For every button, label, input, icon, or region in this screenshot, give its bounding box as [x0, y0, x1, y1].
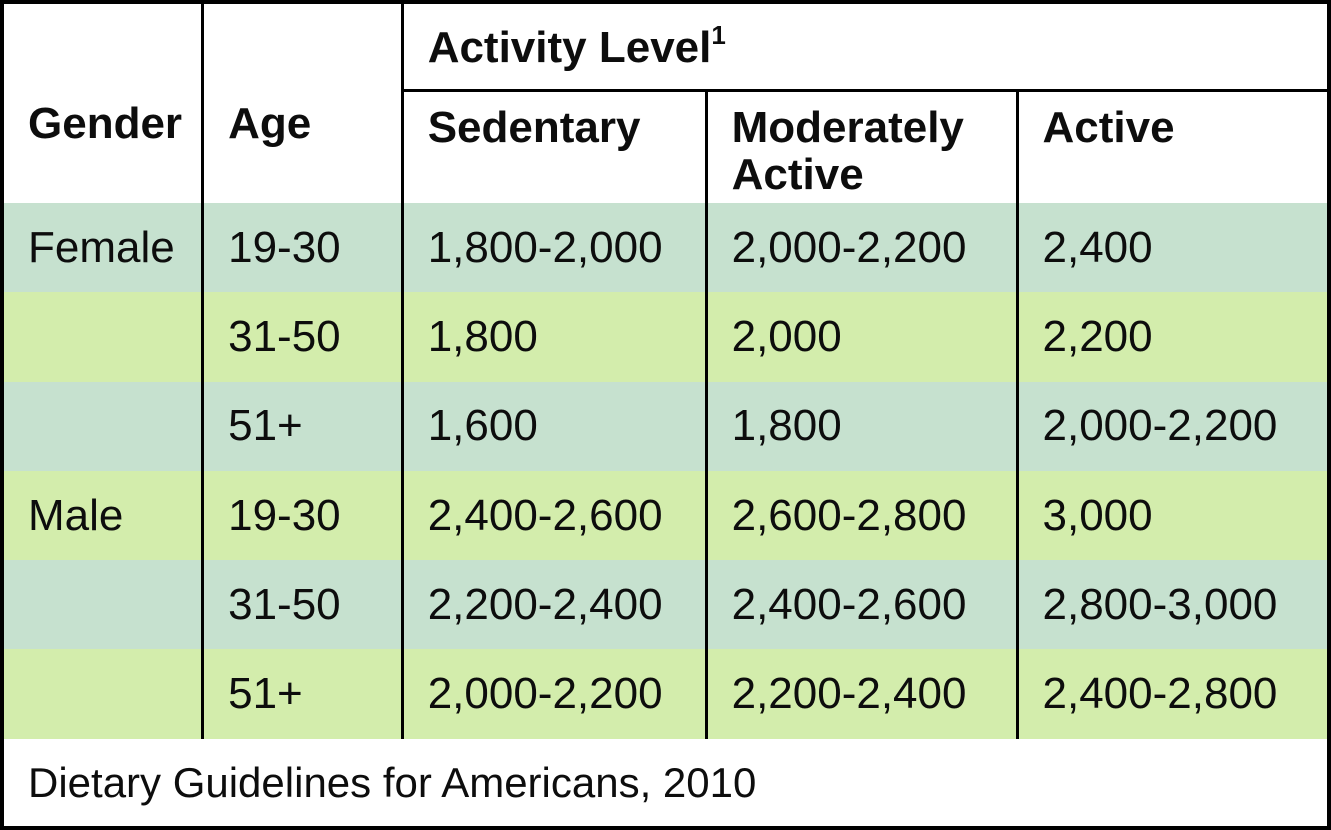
sedentary-cell: 1,800-2,000	[400, 203, 707, 293]
sedentary-cell: 2,400-2,600	[400, 470, 707, 561]
active-cell: 2,400-2,800	[1015, 649, 1329, 739]
gender-cell: Female	[2, 203, 203, 293]
footnote-marker: 1	[711, 20, 726, 51]
source-note: Dietary Guidelines for Americans, 2010	[2, 738, 1329, 828]
gender-cell	[2, 381, 203, 471]
moderately-active-cell: 2,200-2,400	[704, 649, 1018, 739]
table-row: 31-50 1,800 2,000 2,200	[2, 292, 1329, 382]
table-body: Female 19-30 1,800-2,000 2,000-2,200 2,4…	[2, 203, 1329, 739]
age-column-header: Age	[201, 2, 403, 203]
table-header: Gender Age Activity Level1 Sedentary Mod…	[2, 2, 1329, 203]
footer-row: Dietary Guidelines for Americans, 2010	[2, 738, 1329, 828]
activity-level-label: Activity Level	[427, 23, 712, 73]
age-cell: 51+	[201, 649, 403, 739]
table-row: 51+ 1,600 1,800 2,000-2,200	[2, 381, 1329, 471]
sedentary-cell: 1,800	[400, 292, 707, 382]
age-cell: 31-50	[201, 560, 403, 650]
active-cell: 2,200	[1015, 292, 1329, 382]
table-footer: Dietary Guidelines for Americans, 2010	[2, 738, 1329, 828]
active-cell: 2,400	[1015, 203, 1329, 293]
activity-level-group-header: Activity Level1	[400, 2, 1329, 92]
table-row: 31-50 2,200-2,400 2,400-2,600 2,800-3,00…	[2, 560, 1329, 650]
moderately-active-cell: 2,000-2,200	[704, 203, 1018, 293]
age-cell: 31-50	[201, 292, 403, 382]
moderately-active-cell: 2,400-2,600	[704, 560, 1018, 650]
table-row: Female 19-30 1,800-2,000 2,000-2,200 2,4…	[2, 203, 1329, 293]
gender-column-header: Gender	[2, 2, 203, 203]
moderately-active-cell: 1,800	[704, 381, 1018, 471]
sedentary-column-header: Sedentary	[400, 90, 707, 203]
table-row: 51+ 2,000-2,200 2,200-2,400 2,400-2,800	[2, 649, 1329, 739]
moderately-active-column-header: Moderately Active	[704, 90, 1018, 203]
age-cell: 51+	[201, 381, 403, 471]
age-cell: 19-30	[201, 203, 403, 293]
gender-cell	[2, 292, 203, 382]
sedentary-cell: 1,600	[400, 381, 707, 471]
sedentary-cell: 2,000-2,200	[400, 649, 707, 739]
sedentary-cell: 2,200-2,400	[400, 560, 707, 650]
moderately-active-cell: 2,600-2,800	[704, 470, 1018, 561]
header-row-top: Gender Age Activity Level1	[2, 2, 1329, 203]
gender-cell	[2, 649, 203, 739]
active-cell: 2,800-3,000	[1015, 560, 1329, 650]
age-cell: 19-30	[201, 470, 403, 561]
active-column-header: Active	[1015, 90, 1329, 203]
table-row: Male 19-30 2,400-2,600 2,600-2,800 3,000	[2, 470, 1329, 561]
gender-cell	[2, 560, 203, 650]
active-cell: 2,000-2,200	[1015, 381, 1329, 471]
active-cell: 3,000	[1015, 470, 1329, 561]
header-row-sub: Sedentary Moderately Active Active	[2, 90, 1329, 203]
gender-cell: Male	[2, 470, 203, 561]
moderately-active-cell: 2,000	[704, 292, 1018, 382]
